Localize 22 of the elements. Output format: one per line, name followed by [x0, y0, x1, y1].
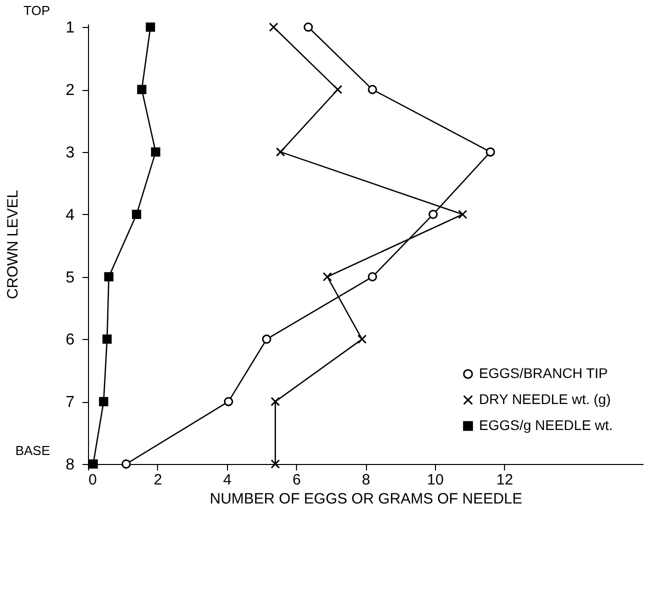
y-tick-label: 6	[66, 332, 75, 349]
x-tick-label: 6	[292, 472, 301, 488]
legend-label: EGGS/BRANCH TIP	[479, 365, 608, 381]
x-tick-label: 2	[154, 472, 162, 488]
legend-label: DRY NEEDLE wt. (g)	[479, 391, 611, 407]
y-tick-label: 4	[66, 206, 75, 224]
y-tick-label: 8	[66, 456, 75, 474]
legend-label: EGGS/g NEEDLE wt.	[479, 417, 613, 433]
x-tick-label: 12	[496, 472, 514, 488]
y-tick-label: 2	[66, 82, 75, 100]
x-tick-label: 8	[362, 472, 370, 488]
y-tick-label: 5	[66, 269, 75, 286]
y-tick-label: 3	[66, 144, 75, 162]
x-axis-title: NUMBER OF EGGS OR GRAMS OF NEEDLE	[210, 490, 522, 508]
text: TOP	[24, 3, 50, 18]
y-tick-label: 1	[66, 20, 75, 37]
x-tick-label: 0	[88, 472, 97, 488]
x-tick-label: 10	[427, 472, 444, 488]
y-axis-title: CROWN LEVEL	[4, 190, 22, 300]
y-tick-label: 7	[66, 394, 75, 412]
text: BASE	[15, 443, 50, 458]
x-tick-label: 4	[223, 472, 232, 488]
